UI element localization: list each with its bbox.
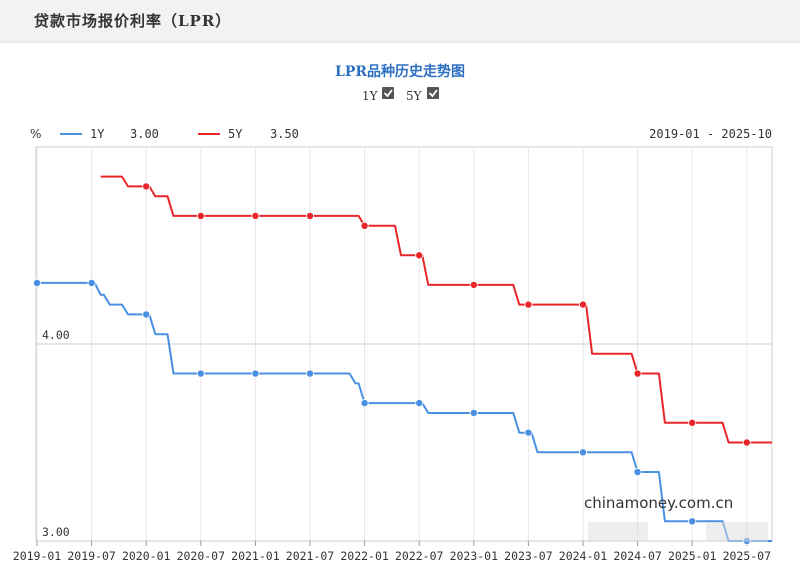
checkbox-1y[interactable] — [382, 87, 394, 99]
y-tick-label: 3.00 — [42, 525, 70, 539]
data-point-5y — [196, 211, 205, 220]
y-axis-ticks: 4.00 3.00 — [42, 328, 70, 539]
data-point-5y — [415, 251, 424, 260]
x-tick-label: 2024-07 — [613, 549, 662, 563]
x-tick-label: 2021-01 — [231, 549, 280, 563]
checkbox-5y[interactable] — [427, 87, 439, 99]
watermark-text: chinamoney.com.cn — [584, 494, 733, 512]
series-toggle-1y[interactable]: 1Y — [362, 87, 394, 103]
data-point-1y — [305, 369, 314, 378]
legend-value-1y: 3.00 — [130, 127, 159, 141]
data-point-1y — [469, 408, 478, 417]
x-tick-label: 2023-07 — [504, 549, 553, 563]
data-point-1y — [633, 468, 642, 477]
grid — [36, 147, 772, 542]
data-point-1y — [33, 278, 42, 287]
y-unit-label: % — [30, 127, 41, 141]
data-point-5y — [579, 300, 588, 309]
x-tick-label: 2022-01 — [340, 549, 389, 563]
page-title: 贷款市场报价利率（LPR） — [34, 12, 232, 30]
logo-mark-2 — [706, 522, 768, 542]
legend-value-5y: 3.50 — [270, 127, 299, 141]
x-tick-label: 2025-01 — [668, 549, 717, 563]
x-tick-label: 2022-07 — [395, 549, 444, 563]
data-point-1y — [251, 369, 260, 378]
legend-name-5y: 5Y — [228, 127, 243, 141]
logo-mark — [588, 522, 648, 542]
data-point-1y — [196, 369, 205, 378]
x-tick-label: 2023-01 — [450, 549, 499, 563]
chart-title: LPR品种历史走势图 — [335, 63, 465, 80]
data-point-5y — [633, 369, 642, 378]
data-point-5y — [742, 438, 751, 447]
page-header: 贷款市场报价利率（LPR） — [0, 0, 800, 43]
x-axis-ticks: 2019-01 2019-07 2020-01 2020-07 2021-01 2021-… — [13, 541, 771, 563]
data-point-1y — [579, 448, 588, 457]
toggle-5y-label: 5Y — [406, 89, 423, 103]
data-point-5y — [360, 221, 369, 230]
x-tick-label: 2019-01 — [13, 549, 62, 563]
site-logo — [588, 522, 768, 542]
legend-name-1y: 1Y — [90, 127, 105, 141]
data-point-1y — [524, 428, 533, 437]
series-toggle-5y[interactable]: 5Y — [406, 87, 439, 103]
x-tick-label: 2019-07 — [67, 549, 116, 563]
legend-item-1y[interactable]: 1Y 3.00 — [60, 127, 159, 141]
data-point-5y — [142, 182, 151, 191]
check-icon — [428, 89, 438, 98]
x-tick-label: 2025-07 — [723, 549, 772, 563]
data-point-5y — [469, 280, 478, 289]
legend-item-5y[interactable]: 5Y 3.50 — [198, 127, 299, 141]
check-icon — [383, 89, 393, 98]
x-tick-label: 2020-07 — [177, 549, 226, 563]
data-point-5y — [305, 211, 314, 220]
data-point-5y — [524, 300, 533, 309]
date-range-label: 2019-01 - 2025-10 — [649, 127, 772, 141]
lpr-line-chart: LPR品种历史走势图 1Y 5Y % 1Y 3.00 5Y 3.50 2019-… — [13, 63, 773, 563]
x-tick-label: 2021-07 — [286, 549, 335, 563]
chart-area: LPR品种历史走势图 1Y 5Y % 1Y 3.00 5Y 3.50 2019-… — [0, 42, 800, 570]
series-lines — [37, 175, 772, 542]
x-tick-label: 2020-01 — [122, 549, 171, 563]
data-point-5y — [251, 211, 260, 220]
data-point-1y — [360, 399, 369, 408]
data-point-5y — [688, 418, 697, 427]
data-point-1y — [415, 399, 424, 408]
data-point-1y — [87, 278, 96, 287]
series-markers — [33, 182, 751, 545]
x-tick-label: 2024-01 — [559, 549, 608, 563]
data-point-1y — [688, 517, 697, 526]
y-tick-label: 4.00 — [42, 328, 70, 342]
data-point-1y — [142, 310, 151, 319]
series-line-1y — [37, 281, 772, 542]
toggle-1y-label: 1Y — [362, 89, 379, 103]
